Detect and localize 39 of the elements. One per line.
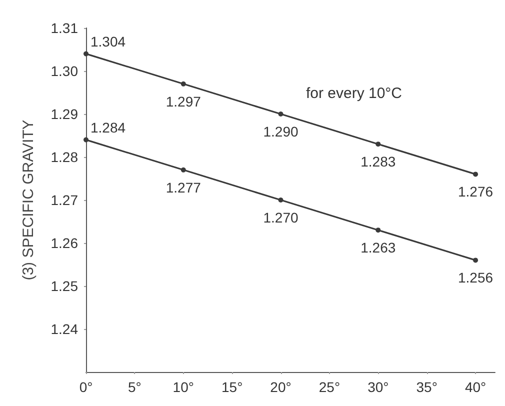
data-label: 1.263 xyxy=(360,240,396,256)
y-tick-label: 1.28 xyxy=(50,149,78,165)
data-label: 1.283 xyxy=(360,154,396,170)
point xyxy=(84,51,88,56)
point xyxy=(473,258,478,263)
x-tick-label: 35° xyxy=(416,379,438,395)
data-label: 1.276 xyxy=(458,184,494,200)
y-tick-label: 1.26 xyxy=(50,235,78,251)
point xyxy=(180,167,186,172)
x-tick-label: 40° xyxy=(464,379,486,395)
y-tick-label: 1.25 xyxy=(50,278,78,294)
x-tick-label: 25° xyxy=(318,379,340,395)
y-tick-label: 1.27 xyxy=(50,192,78,208)
data-label: 1.277 xyxy=(166,179,202,196)
point xyxy=(84,137,88,142)
point xyxy=(180,81,186,86)
x-tick-label: 10° xyxy=(172,379,194,395)
x-tick-label: 0° xyxy=(79,379,93,395)
data-label: 1.290 xyxy=(263,124,298,140)
y-tick-label: 1.30 xyxy=(50,63,78,79)
data-label: 1.284 xyxy=(90,119,126,136)
point xyxy=(473,172,478,177)
data-label: 1.297 xyxy=(166,93,202,110)
point xyxy=(376,142,381,147)
point xyxy=(278,198,284,202)
annotation: for every 10°C xyxy=(306,85,402,102)
data-label: 1.256 xyxy=(458,270,494,286)
data-label: 1.270 xyxy=(263,210,298,226)
y-axis-title: (3) SPECIFIC GRAVITY xyxy=(20,120,37,280)
point xyxy=(376,228,381,233)
y-tick-label: 1.24 xyxy=(50,321,78,337)
x-tick-label: 30° xyxy=(368,379,389,395)
y-tick-label: 1.29 xyxy=(50,106,78,122)
x-tick-label: 15° xyxy=(221,379,243,395)
x-tick-label: 5° xyxy=(128,379,142,395)
point xyxy=(278,112,284,116)
x-tick-label: 20° xyxy=(270,379,292,395)
y-tick-label: 1.31 xyxy=(50,20,78,36)
data-label: 1.304 xyxy=(90,33,126,50)
